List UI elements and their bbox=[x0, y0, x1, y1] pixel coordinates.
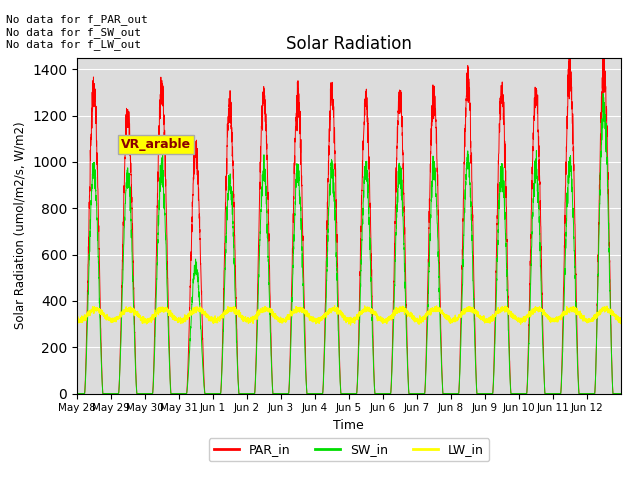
Y-axis label: Solar Radiation (umol/m2/s, W/m2): Solar Radiation (umol/m2/s, W/m2) bbox=[13, 122, 26, 329]
SW_in bbox=[369, 343, 377, 348]
Line: LW_in: LW_in bbox=[77, 306, 621, 325]
PAR_in bbox=[398, 124, 406, 130]
SW_in bbox=[617, 391, 625, 396]
SW_in bbox=[539, 336, 547, 342]
SW_in bbox=[398, 197, 406, 203]
Legend: PAR_in, SW_in, LW_in: PAR_in, SW_in, LW_in bbox=[209, 438, 489, 461]
Line: PAR_in: PAR_in bbox=[77, 52, 621, 394]
Title: Solar Radiation: Solar Radiation bbox=[286, 35, 412, 53]
SW_in bbox=[498, 172, 506, 178]
PAR_in bbox=[525, 339, 532, 345]
LW_in bbox=[186, 313, 193, 319]
SW_in bbox=[186, 348, 193, 354]
LW_in bbox=[331, 303, 339, 309]
PAR_in bbox=[186, 305, 193, 311]
LW_in bbox=[369, 310, 377, 315]
LW_in bbox=[617, 318, 625, 324]
PAR_in bbox=[498, 98, 506, 104]
SW_in bbox=[525, 349, 532, 355]
PAR_in bbox=[566, 49, 574, 55]
LW_in bbox=[73, 319, 81, 325]
PAR_in bbox=[369, 326, 377, 332]
LW_in bbox=[539, 309, 547, 315]
Line: SW_in: SW_in bbox=[77, 94, 621, 394]
SW_in bbox=[599, 91, 607, 96]
PAR_in bbox=[73, 391, 81, 396]
LW_in bbox=[499, 307, 506, 312]
LW_in bbox=[347, 322, 355, 328]
Text: No data for f_PAR_out
No data for f_SW_out
No data for f_LW_out: No data for f_PAR_out No data for f_SW_o… bbox=[6, 14, 148, 50]
PAR_in bbox=[617, 391, 625, 396]
LW_in bbox=[398, 305, 406, 311]
Text: VR_arable: VR_arable bbox=[121, 138, 191, 151]
SW_in bbox=[73, 391, 81, 396]
LW_in bbox=[525, 311, 532, 317]
PAR_in bbox=[539, 318, 547, 324]
X-axis label: Time: Time bbox=[333, 419, 364, 432]
